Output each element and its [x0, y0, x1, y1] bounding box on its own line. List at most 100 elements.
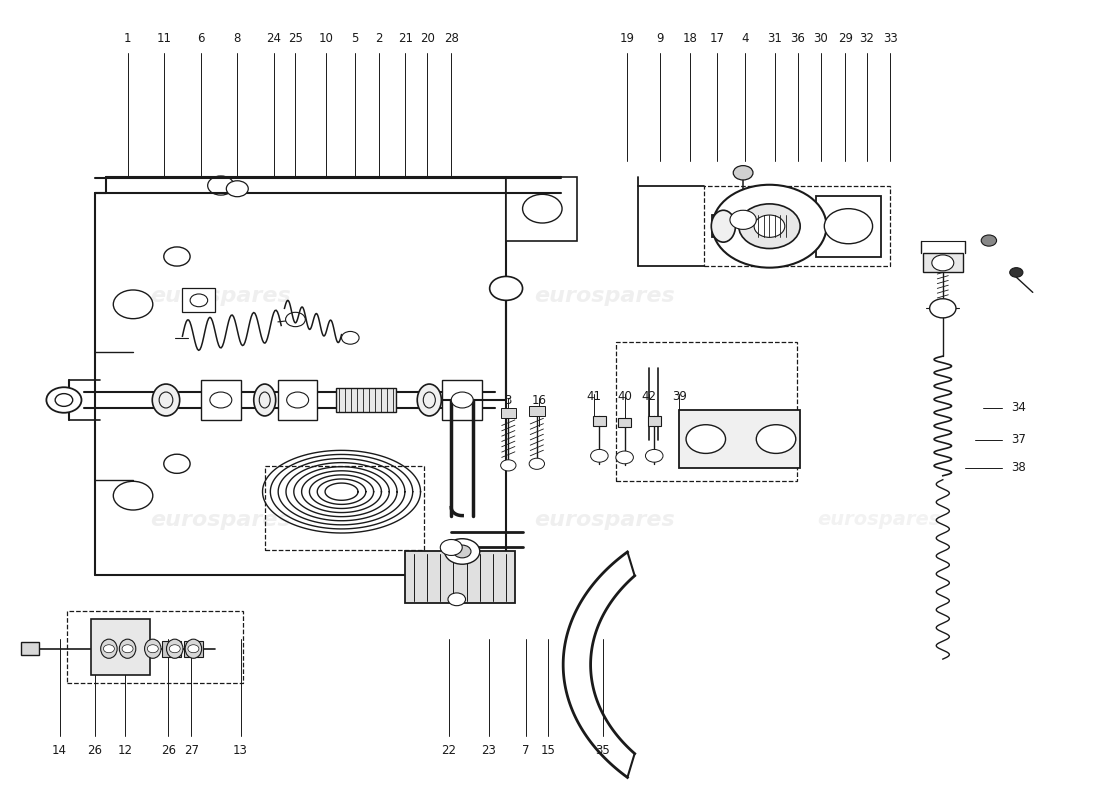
Circle shape — [730, 210, 757, 230]
Bar — [593, 416, 606, 426]
Text: eurospares: eurospares — [151, 286, 292, 306]
Bar — [183, 288, 216, 312]
Bar — [680, 410, 800, 468]
Text: 8: 8 — [233, 32, 241, 46]
Text: 27: 27 — [184, 744, 199, 758]
Circle shape — [444, 538, 480, 564]
Circle shape — [500, 460, 516, 471]
Bar — [923, 253, 962, 273]
Circle shape — [448, 593, 465, 606]
Text: 6: 6 — [197, 32, 205, 46]
Ellipse shape — [119, 639, 135, 658]
Text: 17: 17 — [710, 32, 724, 46]
Circle shape — [147, 645, 158, 653]
Ellipse shape — [254, 384, 276, 416]
Ellipse shape — [101, 639, 117, 658]
Bar — [713, 215, 826, 238]
Text: 9: 9 — [656, 32, 663, 46]
Circle shape — [981, 235, 997, 246]
Circle shape — [287, 392, 309, 408]
Circle shape — [932, 255, 954, 271]
Circle shape — [591, 450, 608, 462]
Circle shape — [440, 539, 462, 555]
Circle shape — [734, 166, 754, 180]
Text: 14: 14 — [52, 744, 67, 758]
Circle shape — [930, 298, 956, 318]
Ellipse shape — [166, 639, 183, 658]
Polygon shape — [162, 641, 182, 657]
Circle shape — [757, 425, 795, 454]
Text: 10: 10 — [319, 32, 333, 46]
Circle shape — [755, 215, 784, 238]
Text: 16: 16 — [531, 394, 547, 406]
Text: 37: 37 — [1011, 434, 1025, 446]
Circle shape — [46, 387, 81, 413]
Circle shape — [188, 645, 199, 653]
Text: eurospares: eurospares — [151, 510, 292, 530]
Bar — [336, 388, 396, 412]
Bar — [500, 408, 516, 418]
Circle shape — [616, 451, 634, 464]
Circle shape — [686, 425, 726, 454]
Text: eurospares: eurospares — [817, 510, 940, 529]
Bar — [67, 611, 243, 683]
Circle shape — [453, 545, 471, 558]
Bar — [442, 380, 482, 420]
Text: 25: 25 — [288, 32, 302, 46]
Bar — [648, 416, 661, 426]
Text: 40: 40 — [617, 390, 632, 403]
Bar — [618, 418, 631, 427]
Text: 21: 21 — [398, 32, 412, 46]
Text: eurospares: eurospares — [535, 510, 675, 530]
Bar — [21, 642, 38, 655]
Text: 31: 31 — [768, 32, 782, 46]
Text: 23: 23 — [481, 744, 496, 758]
Circle shape — [210, 392, 232, 408]
Text: 26: 26 — [161, 744, 176, 758]
Text: 2: 2 — [375, 32, 383, 46]
Bar — [815, 196, 881, 257]
Text: 19: 19 — [619, 32, 635, 46]
Circle shape — [529, 458, 544, 470]
Text: 13: 13 — [233, 744, 248, 758]
Bar — [201, 380, 241, 420]
Circle shape — [490, 277, 522, 300]
Circle shape — [227, 181, 249, 197]
Text: 29: 29 — [838, 32, 853, 46]
Circle shape — [286, 312, 306, 326]
Text: 18: 18 — [683, 32, 697, 46]
Bar — [529, 406, 544, 416]
Circle shape — [824, 209, 872, 244]
Text: 32: 32 — [860, 32, 875, 46]
Ellipse shape — [144, 639, 161, 658]
Bar — [704, 186, 890, 266]
Ellipse shape — [185, 639, 201, 658]
Text: 7: 7 — [522, 744, 529, 758]
Text: 24: 24 — [266, 32, 280, 46]
Polygon shape — [184, 641, 204, 657]
Text: 34: 34 — [1011, 402, 1025, 414]
Text: 1: 1 — [124, 32, 131, 46]
Circle shape — [113, 482, 153, 510]
Circle shape — [646, 450, 663, 462]
Bar — [506, 177, 578, 241]
Text: 42: 42 — [641, 390, 657, 403]
Circle shape — [341, 331, 359, 344]
Text: 15: 15 — [540, 744, 556, 758]
Ellipse shape — [417, 384, 441, 416]
Text: 3: 3 — [505, 394, 512, 406]
Bar — [616, 342, 796, 482]
Bar — [278, 380, 318, 420]
Text: 33: 33 — [883, 32, 898, 46]
Circle shape — [713, 185, 826, 268]
Text: 28: 28 — [443, 32, 459, 46]
Text: 12: 12 — [118, 744, 133, 758]
Text: 36: 36 — [791, 32, 805, 46]
Text: 38: 38 — [1011, 462, 1025, 474]
Circle shape — [103, 645, 114, 653]
Ellipse shape — [712, 210, 736, 242]
Circle shape — [451, 392, 473, 408]
Text: 20: 20 — [420, 32, 434, 46]
Text: 35: 35 — [595, 744, 610, 758]
Text: 11: 11 — [156, 32, 172, 46]
